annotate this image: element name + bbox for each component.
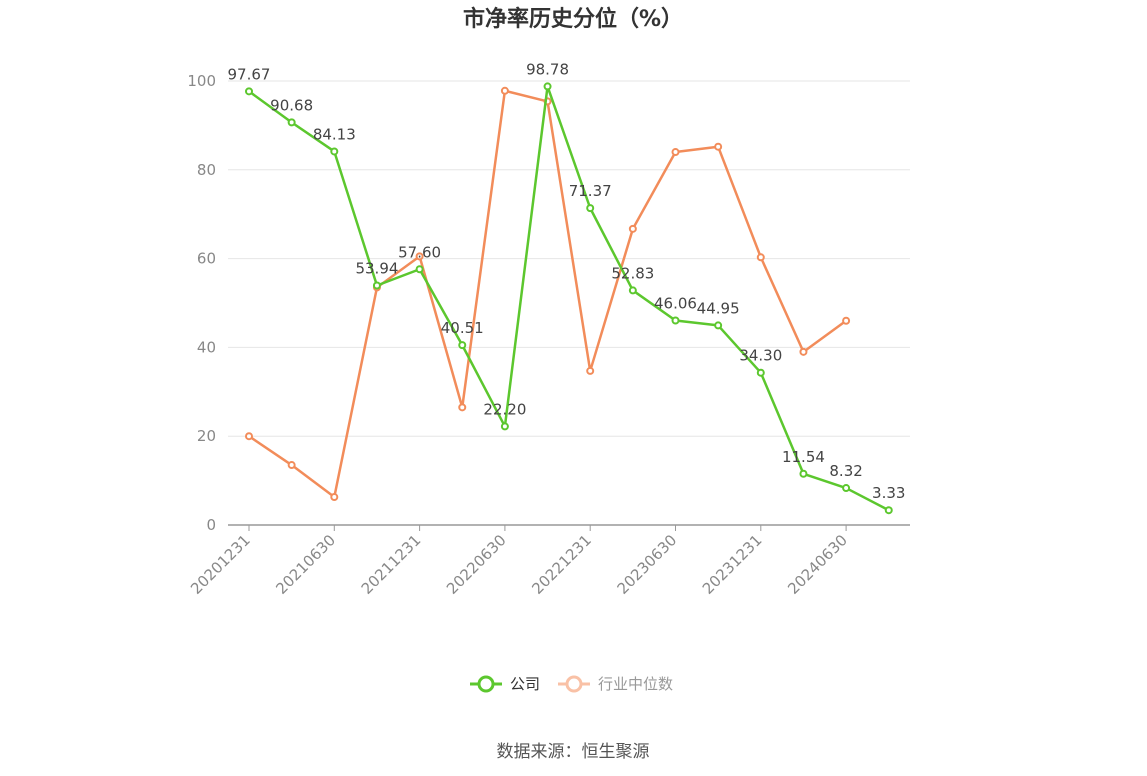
x-tick-label: 20231231 — [699, 531, 766, 598]
y-tick-label: 60 — [197, 250, 216, 268]
data-label: 11.54 — [782, 448, 825, 466]
data-point-1 — [671, 148, 680, 157]
data-point-0 — [287, 118, 296, 127]
data-point-0 — [714, 321, 723, 330]
data-point-1 — [628, 224, 637, 233]
data-point-0 — [756, 368, 765, 377]
data-point-1 — [842, 316, 851, 325]
data-label: 84.13 — [313, 125, 356, 143]
data-point-0 — [884, 506, 893, 515]
x-tick-label: 20211231 — [358, 531, 425, 598]
data-point-1 — [330, 493, 339, 502]
data-label: 53.94 — [355, 260, 398, 278]
y-axis: 0 20 40 60 80 100 — [187, 72, 216, 534]
x-tick-label: 20230630 — [614, 531, 681, 598]
grid — [228, 80, 910, 437]
x-tick-label: 20220630 — [443, 531, 510, 598]
x-axis: 20201231 20210630 20211231 20220630 20221231… — [187, 524, 910, 598]
data-point-1 — [245, 432, 253, 441]
data-label: 46.06 — [654, 294, 697, 312]
x-tick-label: 20210630 — [272, 531, 339, 598]
data-label: 57.60 — [398, 243, 441, 261]
series-layer — [245, 82, 893, 515]
data-point-0 — [245, 87, 253, 96]
x-tick-label: 20240630 — [784, 531, 851, 598]
data-point-0 — [799, 469, 808, 478]
data-point-0 — [500, 422, 509, 431]
data-label: 22.20 — [483, 400, 526, 418]
legend-item-industry-median[interactable]: 行业中位数 — [558, 675, 673, 693]
data-label: 90.68 — [270, 96, 313, 114]
data-label: 52.83 — [611, 264, 654, 282]
legend: 公司 行业中位数 — [470, 675, 673, 693]
source-text: 数据来源：恒生聚源 — [497, 742, 650, 762]
legend-label-industry-median: 行业中位数 — [598, 675, 673, 693]
data-label: 8.32 — [829, 462, 862, 480]
data-point-1 — [799, 347, 808, 356]
data-label: 71.37 — [569, 182, 612, 200]
data-label: 3.33 — [872, 484, 905, 502]
data-label: 97.67 — [228, 65, 271, 83]
y-tick-label: 100 — [187, 72, 216, 90]
data-label: 98.78 — [526, 60, 569, 78]
chart-title: 市净率历史分位（%） — [463, 6, 683, 32]
data-point-0 — [543, 82, 552, 91]
data-label: 34.30 — [739, 347, 782, 365]
data-point-0 — [671, 316, 680, 325]
y-tick-label: 80 — [197, 161, 216, 179]
data-label: 40.51 — [441, 319, 484, 337]
data-point-1 — [287, 461, 296, 470]
y-tick-label: 0 — [206, 516, 216, 534]
data-point-0 — [586, 204, 595, 213]
data-point-0 — [628, 286, 637, 295]
data-point-0 — [372, 281, 381, 290]
data-point-0 — [842, 484, 851, 493]
data-point-0 — [415, 265, 424, 274]
data-point-0 — [330, 147, 339, 156]
data-point-1 — [756, 253, 765, 262]
series-line-0 — [248, 85, 890, 512]
data-point-0 — [458, 341, 467, 350]
legend-label-company: 公司 — [510, 675, 540, 693]
legend-item-company[interactable]: 公司 — [470, 675, 540, 693]
data-point-1 — [500, 86, 509, 95]
data-point-1 — [415, 252, 424, 261]
data-label: 44.95 — [697, 299, 740, 317]
data-point-1 — [714, 142, 723, 151]
y-tick-label: 20 — [197, 427, 216, 445]
x-tick-label: 20201231 — [187, 531, 254, 598]
data-point-1 — [586, 366, 595, 375]
y-tick-label: 40 — [197, 338, 216, 356]
x-tick-label: 20221231 — [528, 531, 595, 598]
data-point-1 — [458, 403, 467, 412]
